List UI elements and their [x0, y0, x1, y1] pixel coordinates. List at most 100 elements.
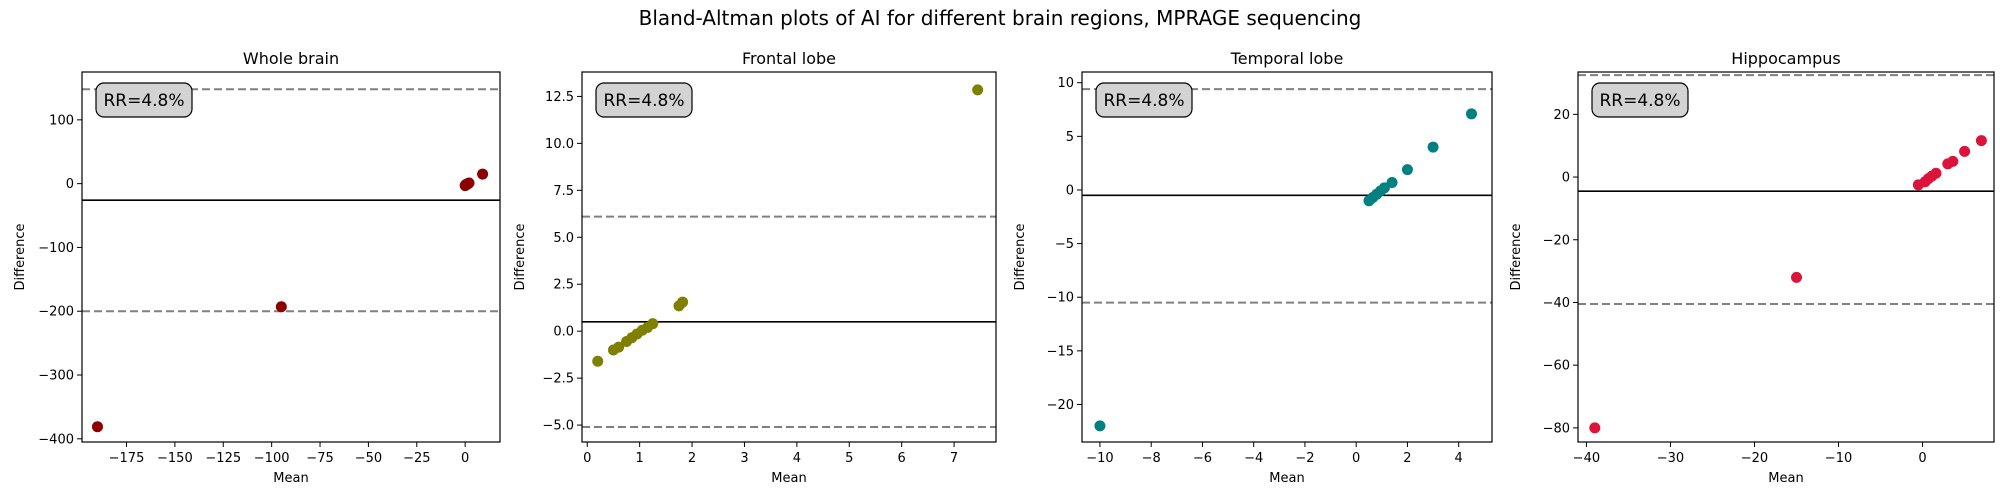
rr-annotation-box: [595, 82, 693, 118]
figure-title: Bland-Altman plots of AI for different b…: [638, 6, 1362, 30]
x-axis-label: Mean: [273, 471, 308, 486]
y-tick-label: 0: [1066, 183, 1074, 198]
x-tick-label: 5: [845, 451, 853, 466]
data-point: [1386, 176, 1398, 188]
x-tick-label: −100: [254, 451, 290, 466]
x-tick-label: −6: [1193, 451, 1212, 466]
x-axis-label: Mean: [1768, 471, 1803, 486]
plot-area: [1578, 74, 1994, 434]
y-tick-label: −200: [38, 305, 74, 320]
data-point: [592, 355, 604, 367]
axes-frame: [81, 71, 501, 443]
y-tick-label: 5.0: [553, 231, 574, 246]
data-point: [275, 301, 287, 313]
data-point: [647, 318, 659, 330]
y-tick-label: −5: [1055, 237, 1074, 252]
axes-frame: [581, 71, 997, 443]
data-point: [1427, 141, 1439, 153]
y-tick-label: −10: [1047, 291, 1074, 306]
chart-panel-1: Whole brain −175 −150 −125 −100 −75 −50 −25 0 −40…: [13, 49, 501, 486]
chart-panel-3: Temporal lobe−10 −8 −6 −4 −2 0 2 4−20−15−10−505…: [1013, 49, 1493, 486]
x-tick-label: 1: [636, 451, 644, 466]
y-tick-label: −40: [1543, 296, 1570, 311]
data-point: [91, 421, 103, 433]
rr-annotation-box: [95, 82, 193, 118]
plot-area: [1082, 88, 1492, 432]
y-tick-label: −5.0: [542, 419, 574, 434]
y-tick-label: −20: [1047, 398, 1074, 413]
y-tick-label: 2.5: [553, 278, 574, 293]
x-tick-label: −10: [1086, 451, 1113, 466]
x-tick-label: −30: [1657, 451, 1684, 466]
y-tick-label: 0.0: [553, 325, 574, 340]
x-tick-label: −50: [355, 451, 382, 466]
x-tick-label: −150: [157, 451, 193, 466]
data-point: [460, 179, 472, 191]
y-axis-label: Difference: [1509, 223, 1524, 290]
y-tick-label: 7.5: [553, 184, 574, 199]
x-tick-label: −2: [1295, 451, 1314, 466]
y-tick-label: −60: [1543, 359, 1570, 374]
x-tick-label: 3: [740, 451, 748, 466]
chart-title: Temporal lobe: [1230, 49, 1344, 68]
y-tick-label: 10.0: [545, 137, 574, 152]
y-axis-label: Difference: [1013, 223, 1028, 290]
x-axis-label: Mean: [771, 471, 806, 486]
data-point: [613, 341, 625, 353]
y-axis-label: Difference: [13, 223, 28, 290]
plot-area: [582, 84, 996, 428]
data-point: [1947, 155, 1959, 167]
axes-frame: [1081, 71, 1493, 443]
data-point: [1378, 182, 1390, 194]
x-tick-label: −8: [1142, 451, 1161, 466]
x-tick-label: −25: [403, 451, 430, 466]
x-tick-label: −75: [306, 451, 333, 466]
x-tick-label: 2: [688, 451, 696, 466]
y-tick-label: −80: [1543, 421, 1570, 436]
data-point: [1975, 135, 1987, 147]
y-tick-label: 0: [66, 177, 74, 192]
data-point: [1930, 167, 1942, 179]
x-tick-label: −175: [109, 451, 145, 466]
y-tick-label: −15: [1047, 344, 1074, 359]
x-tick-label: 0: [461, 451, 469, 466]
chart-title: Frontal lobe: [742, 49, 836, 68]
chart-panel-2: Frontal lobe 0 1 2 3 4 5 6 7 −5.0 −2.5 0.0 2.5 5.0 7.5…: [513, 49, 997, 486]
data-point: [1094, 420, 1106, 432]
chart-panel-4: Hippocampus −40 −30 −20 −10 0 −80 −60 −40 −20 0 20 M…: [1509, 49, 1995, 486]
y-tick-label: −20: [1543, 233, 1570, 248]
x-tick-label: 2: [1403, 451, 1411, 466]
y-tick-label: −2.5: [542, 372, 574, 387]
plot-area: [82, 88, 500, 433]
x-axis-label: Mean: [1269, 471, 1304, 486]
data-point: [1589, 422, 1601, 434]
rr-annotation-box: [1591, 82, 1689, 118]
x-tick-label: −10: [1825, 451, 1852, 466]
y-tick-label: −300: [38, 369, 74, 384]
data-point: [972, 84, 984, 96]
x-tick-label: −4: [1244, 451, 1263, 466]
rr-annotation-text: RR=4.8%: [603, 91, 684, 111]
x-tick-label: 0: [1918, 451, 1926, 466]
x-tick-label: −20: [1741, 451, 1768, 466]
x-tick-label: −40: [1573, 451, 1600, 466]
chart-title: Hippocampus: [1731, 49, 1840, 68]
x-tick-label: 7: [950, 451, 958, 466]
y-axis-label: Difference: [513, 223, 528, 290]
x-tick-label: 6: [898, 451, 906, 466]
axes-frame: [1577, 71, 1995, 443]
x-tick-label: 0: [1352, 451, 1360, 466]
y-tick-label: 12.5: [545, 90, 574, 105]
x-tick-label: −125: [205, 451, 241, 466]
rr-annotation-text: RR=4.8%: [1103, 91, 1184, 111]
rr-annotation-text: RR=4.8%: [1599, 91, 1680, 111]
chart-title: Whole brain: [243, 49, 339, 68]
y-tick-label: 20: [1553, 108, 1570, 123]
data-point: [1959, 145, 1971, 157]
y-tick-label: −100: [38, 241, 74, 256]
y-tick-label: 0: [1562, 171, 1570, 186]
y-tick-label: 10: [1057, 76, 1074, 91]
data-point: [1401, 164, 1413, 176]
y-tick-label: −400: [38, 432, 74, 447]
